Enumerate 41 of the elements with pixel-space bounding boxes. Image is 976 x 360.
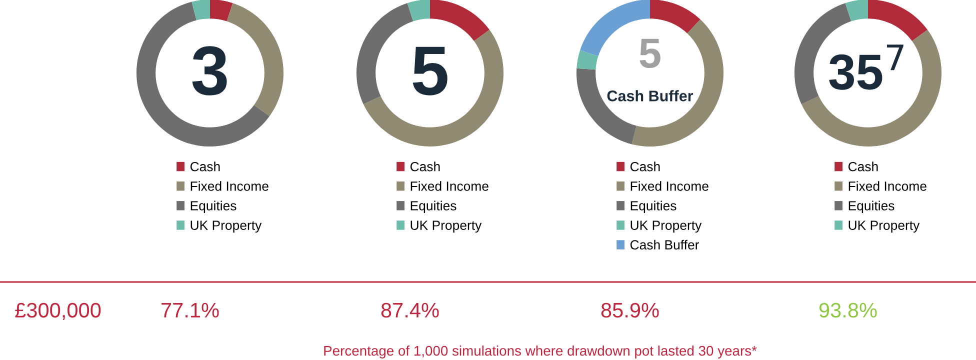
text: 5 xyxy=(412,46,448,96)
donut-slice xyxy=(226,3,284,116)
legend-label: Cash xyxy=(190,162,220,172)
legend-label: Fixed Income xyxy=(630,181,708,191)
donut-slice xyxy=(210,0,233,22)
legend-label: Fixed Income xyxy=(410,181,488,191)
text: 87.4% xyxy=(381,302,439,318)
donut-slice xyxy=(407,0,430,22)
legend-label: Equities xyxy=(848,200,894,214)
legend-label: UK Property xyxy=(190,220,262,233)
text: 5 xyxy=(640,38,660,68)
text: 85.9% xyxy=(601,302,659,318)
donut-slice xyxy=(356,3,414,104)
text: Percentage of 1,000 simulations where drawdown pot lasted 30 years* xyxy=(324,346,757,358)
legend-label: Equities xyxy=(190,200,236,214)
text: 77.1% xyxy=(162,302,219,318)
legend-label: UK Property xyxy=(410,220,482,233)
legend-label: Cash xyxy=(848,162,878,172)
donut-slice xyxy=(363,30,504,147)
donut-slice xyxy=(136,2,270,147)
donut-slice xyxy=(845,0,868,22)
legend-label: Equities xyxy=(630,200,676,214)
legend-label: Fixed Income xyxy=(848,181,926,191)
legend-label: UK Property xyxy=(630,220,702,233)
text: Cash Buffer xyxy=(607,90,694,102)
legend-label: Cash xyxy=(410,162,440,172)
legend-label: Cash Buffer xyxy=(630,240,700,250)
donut-slice xyxy=(192,0,210,20)
text: £300,000 xyxy=(15,302,101,320)
donut-slice xyxy=(650,0,700,34)
donut-slice xyxy=(576,50,598,70)
legend-label: Fixed Income xyxy=(190,181,268,191)
legend-label: Equities xyxy=(410,200,456,214)
donut-slice xyxy=(868,0,928,42)
donut-slice xyxy=(430,0,490,42)
text: 93.8% xyxy=(819,302,877,318)
legend-label: UK Property xyxy=(848,220,920,233)
text: 3 xyxy=(192,46,227,96)
donut-slice xyxy=(801,30,942,147)
text: 35$^{7}$ xyxy=(829,44,904,90)
legend-label: Cash xyxy=(630,162,660,172)
